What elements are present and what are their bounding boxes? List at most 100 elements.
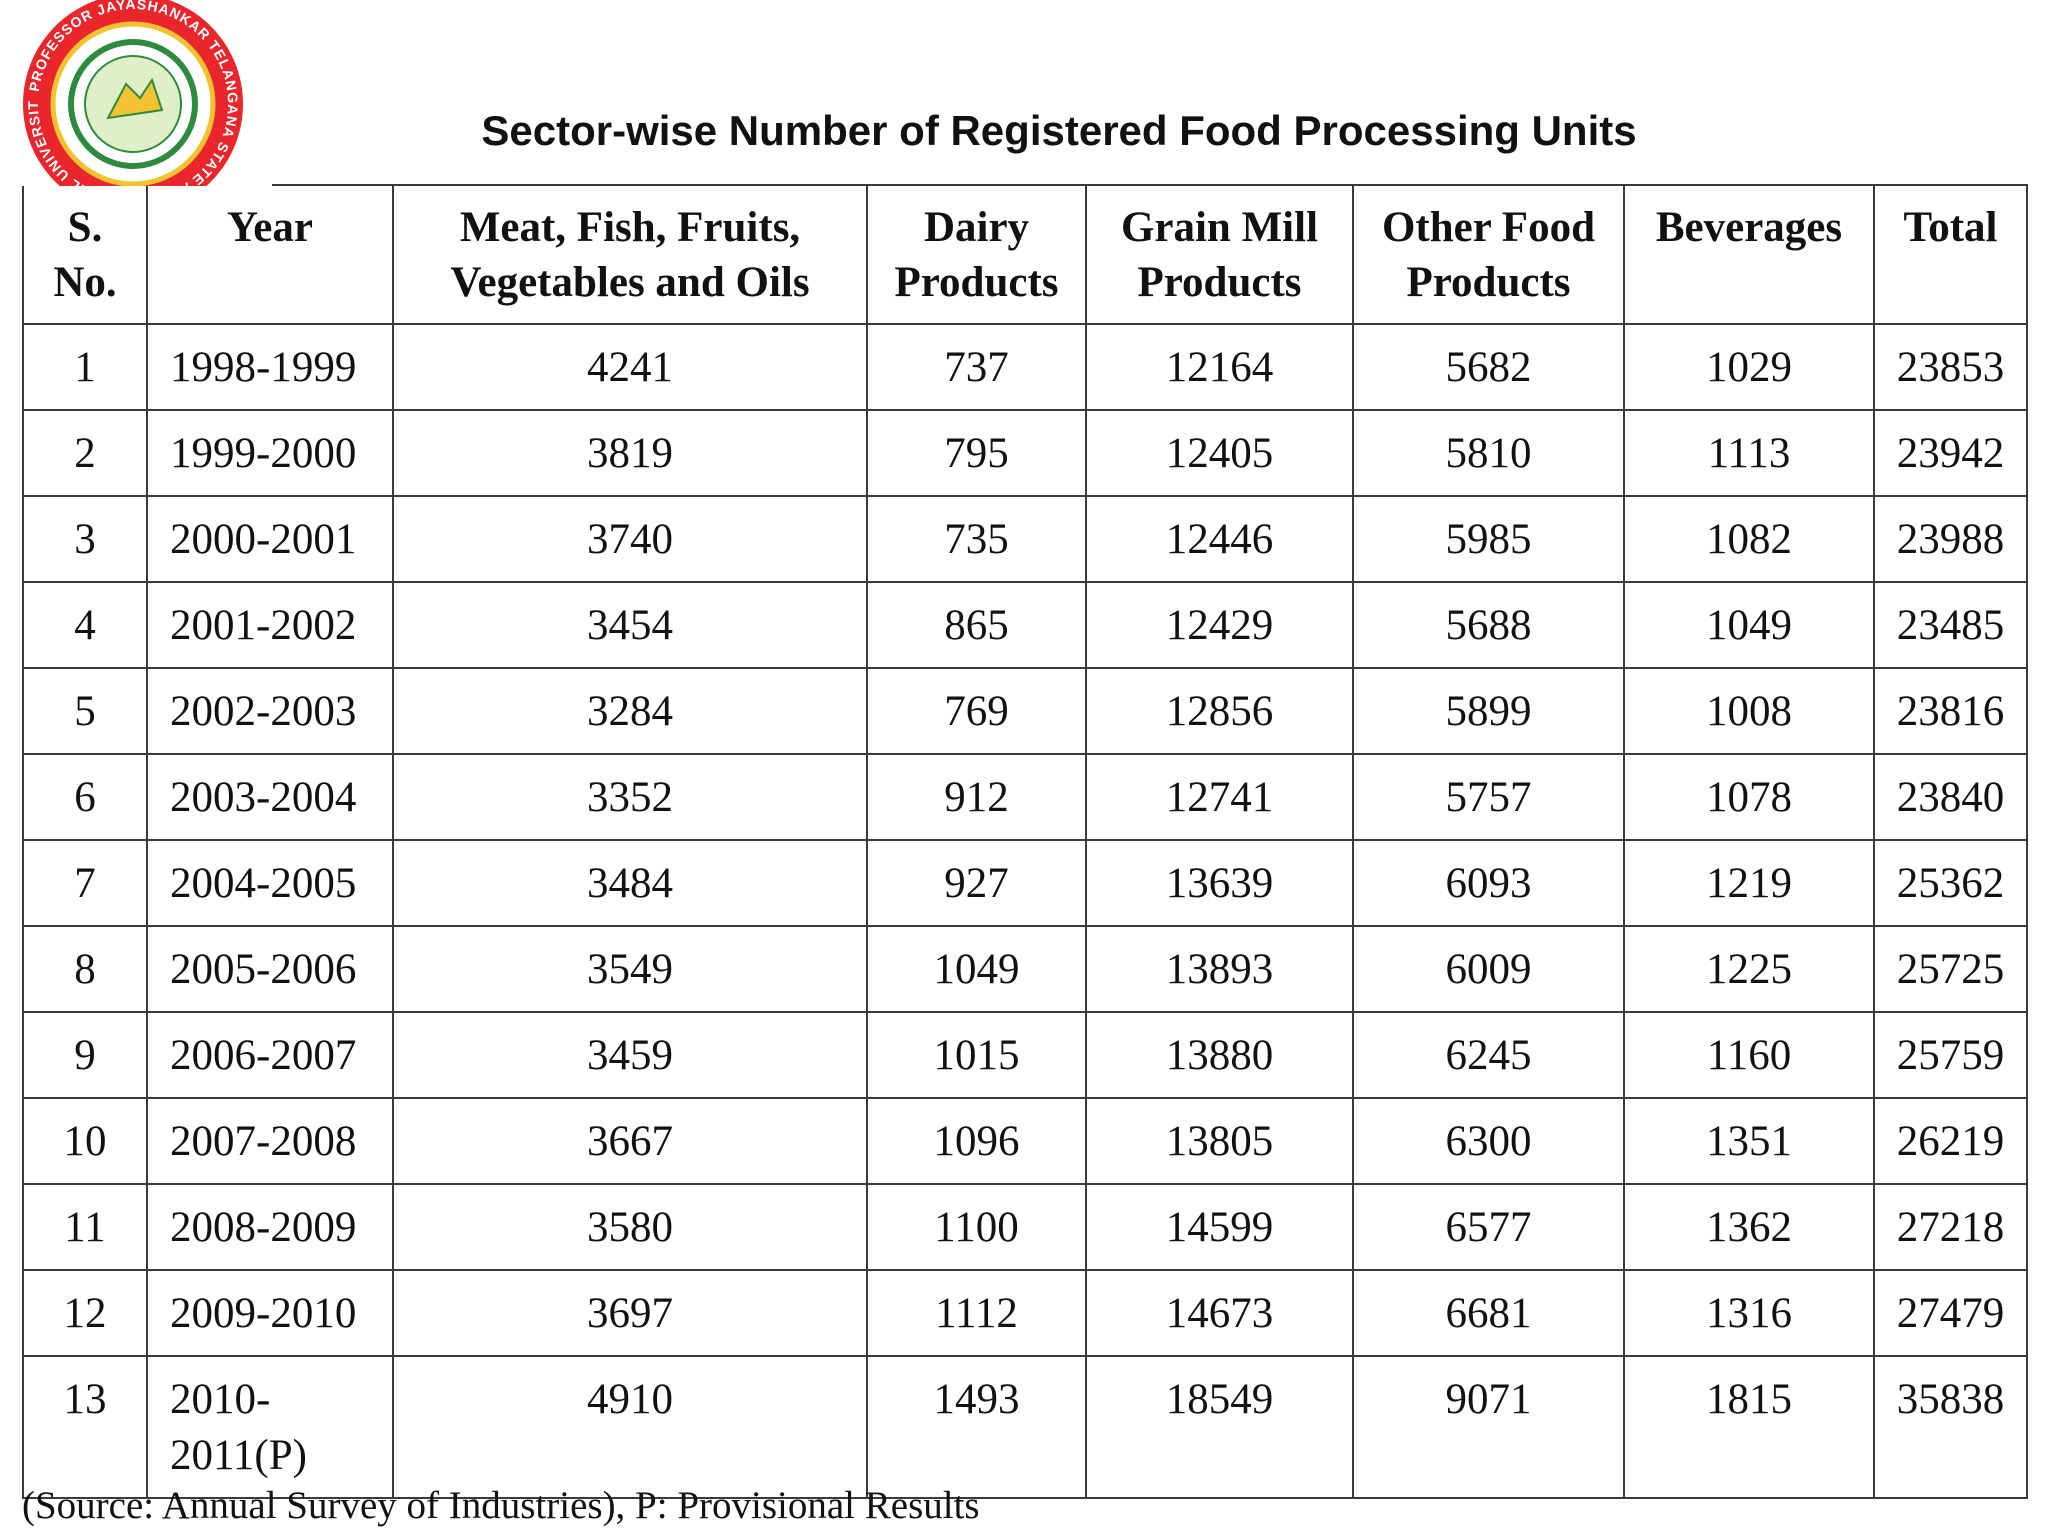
table-cell: 1 (22, 323, 148, 411)
table-cell: 3697 (392, 1269, 868, 1357)
table-cell: 1815 (1623, 1355, 1875, 1499)
table-cell: 2001-2002 (146, 581, 394, 669)
table-row: 6 2003-2004 3352 912 12741 5757 1078 23840 (22, 753, 2028, 841)
table-cell: 3459 (392, 1011, 868, 1099)
table-cell: 1999-2000 (146, 409, 394, 497)
table-cell: 912 (866, 753, 1087, 841)
table-cell: 5682 (1352, 323, 1625, 411)
table-cell: 2000-2001 (146, 495, 394, 583)
table-cell: 2010-2011(P) (146, 1355, 394, 1499)
table-cell: 3 (22, 495, 148, 583)
data-table: S. No. Year Meat, Fish, Fruits, Vegetables a… (22, 184, 2028, 1499)
table-cell: 795 (866, 409, 1087, 497)
table-row: 11 2008-2009 3580 1100 14599 6577 1362 27218 (22, 1183, 2028, 1271)
table-cell: 1100 (866, 1183, 1087, 1271)
table-cell: 735 (866, 495, 1087, 583)
logo: PROFESSOR JAYASHANKAR TELANGANA STATE AG… (0, 0, 243, 186)
header-cell: Dairy Products (866, 184, 1087, 325)
table-cell: 5688 (1352, 581, 1625, 669)
table-cell: 27218 (1873, 1183, 2028, 1271)
table-cell: 14673 (1085, 1269, 1354, 1357)
table-cell: 23988 (1873, 495, 2028, 583)
table-cell: 927 (866, 839, 1087, 927)
table-cell: 12856 (1085, 667, 1354, 755)
table-cell: 10 (22, 1097, 148, 1185)
table-cell: 1096 (866, 1097, 1087, 1185)
table-cell: 1362 (1623, 1183, 1875, 1271)
table-cell: 12741 (1085, 753, 1354, 841)
logo-green-ring (68, 39, 198, 169)
header-text: Other Food (1381, 204, 1595, 251)
table-cell: 26219 (1873, 1097, 2028, 1185)
table-cell: 13639 (1085, 839, 1354, 927)
header-text: No. (53, 259, 117, 306)
table-cell: 1351 (1623, 1097, 1875, 1185)
logo-map (106, 77, 164, 120)
table-cell: 5810 (1352, 409, 1625, 497)
table-cell: 3484 (392, 839, 868, 927)
table-cell: 13880 (1085, 1011, 1354, 1099)
table-cell: 12 (22, 1269, 148, 1357)
table-cell: 2003-2004 (146, 753, 394, 841)
table-cell: 3454 (392, 581, 868, 669)
header-text: Meat, Fish, Fruits, (459, 204, 801, 251)
table-row: 4 2001-2002 3454 865 12429 5688 1049 23485 (22, 581, 2028, 669)
table-row: 9 2006-2007 3459 1015 13880 6245 1160 25759 (22, 1011, 2028, 1099)
table-row: 1 1998-1999 4241 737 12164 5682 1029 23853 (22, 323, 2028, 411)
header-cell: Meat, Fish, Fruits, Vegetables and Oils (392, 184, 868, 325)
table-cell: 35838 (1873, 1355, 2028, 1499)
header-cell: Grain Mill Products (1085, 184, 1354, 325)
table-cell: 6300 (1352, 1097, 1625, 1185)
header-cell: Other Food Products (1352, 184, 1625, 325)
header-text: Grain Mill (1120, 204, 1319, 251)
table-cell: 14599 (1085, 1183, 1354, 1271)
table-cell: 4 (22, 581, 148, 669)
table-row: 8 2005-2006 3549 1049 13893 6009 1225 25725 (22, 925, 2028, 1013)
table-cell: 8 (22, 925, 148, 1013)
table-cell: 9071 (1352, 1355, 1625, 1499)
table-cell: 3580 (392, 1183, 868, 1271)
table-cell: 1225 (1623, 925, 1875, 1013)
table-cell: 12446 (1085, 495, 1354, 583)
table-cell: 12405 (1085, 409, 1354, 497)
table-cell: 13805 (1085, 1097, 1354, 1185)
table-cell: 2004-2005 (146, 839, 394, 927)
table-cell: 2007-2008 (146, 1097, 394, 1185)
table-cell: 2009-2010 (146, 1269, 394, 1357)
table-cell: 11 (22, 1183, 148, 1271)
table-cell: 23840 (1873, 753, 2028, 841)
header-text: Products (894, 259, 1059, 306)
table-row: 5 2002-2003 3284 769 12856 5899 1008 23816 (22, 667, 2028, 755)
table-cell: 9 (22, 1011, 148, 1099)
table-cell: 1160 (1623, 1011, 1875, 1099)
table-cell: 1493 (866, 1355, 1087, 1499)
table-cell: 5899 (1352, 667, 1625, 755)
table-cell: 1112 (866, 1269, 1087, 1357)
table-row: 3 2000-2001 3740 735 12446 5985 1082 23988 (22, 495, 2028, 583)
table-cell: 13 (22, 1355, 148, 1499)
table-cell: 6577 (1352, 1183, 1625, 1271)
table-cell: 5 (22, 667, 148, 755)
header-cell: Year (146, 184, 394, 325)
table-cell: 3284 (392, 667, 868, 755)
table-cell: 5985 (1352, 495, 1625, 583)
table-cell: 3740 (392, 495, 868, 583)
table-cell: 25759 (1873, 1011, 2028, 1099)
table-cell: 769 (866, 667, 1087, 755)
table-cell: 23485 (1873, 581, 2028, 669)
table-cell: 737 (866, 323, 1087, 411)
header-cell: Total (1873, 184, 2028, 325)
table-cell: 6681 (1352, 1269, 1625, 1357)
header-text: Total (1903, 204, 1998, 251)
table-row: 2 1999-2000 3819 795 12405 5810 1113 23942 (22, 409, 2028, 497)
table-cell: 27479 (1873, 1269, 2028, 1357)
table-cell: 2002-2003 (146, 667, 394, 755)
table-cell: 2005-2006 (146, 925, 394, 1013)
table-cell: 5757 (1352, 753, 1625, 841)
title: Sector-wise Number of Registered Food Pr… (481, 107, 1637, 154)
table-cell: 12429 (1085, 581, 1354, 669)
table-cell: 23853 (1873, 323, 2028, 411)
table-cell: 12164 (1085, 323, 1354, 411)
table-cell: 23816 (1873, 667, 2028, 755)
